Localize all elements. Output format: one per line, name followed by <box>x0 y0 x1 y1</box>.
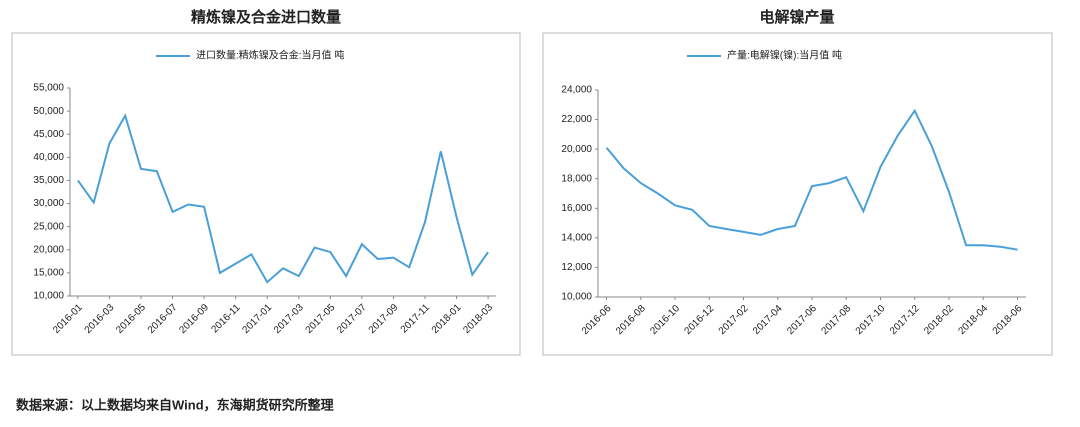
x-tick-label: 2017-06 <box>785 303 819 337</box>
x-tick-label: 2017-04 <box>751 303 785 337</box>
legend-label: 进口数量:精炼镍及合金:当月值 吨 <box>196 49 344 62</box>
x-tick-label: 2017-08 <box>819 303 853 337</box>
x-tick-label: 2017-12 <box>888 303 922 337</box>
y-tick-label: 35,000 <box>33 175 64 186</box>
x-tick-label: 2016-09 <box>177 302 211 336</box>
data-line <box>77 113 489 284</box>
y-tick-label: 20,000 <box>561 144 592 155</box>
x-tick-label: 2017-07 <box>335 302 369 336</box>
data-line <box>605 108 1018 251</box>
x-tick-label: 2017-01 <box>240 302 274 336</box>
x-tick-label: 2017-10 <box>854 303 888 337</box>
x-tick-label: 2016-12 <box>683 303 717 337</box>
y-tick-label: 40,000 <box>33 152 64 163</box>
y-tick-label: 24,000 <box>561 85 592 96</box>
y-tick-label: 45,000 <box>33 129 64 140</box>
y-tick-label: 25,000 <box>33 221 64 232</box>
x-tick-label: 2018-06 <box>991 303 1025 337</box>
chart-title: 精炼镍及合金进口数量 <box>191 8 341 26</box>
x-tick-label: 2018-04 <box>956 303 990 337</box>
y-tick-label: 50,000 <box>33 106 64 117</box>
x-tick-label: 2016-06 <box>580 303 614 337</box>
y-tick-label: 10,000 <box>561 292 592 303</box>
y-tick-label: 10,000 <box>33 291 64 302</box>
chart-title: 电解镍产量 <box>759 8 834 26</box>
y-tick-label: 55,000 <box>33 83 64 94</box>
y-tick-label: 30,000 <box>33 198 64 209</box>
x-tick-label: 2016-01 <box>51 302 85 336</box>
y-tick-label: 12,000 <box>561 262 592 273</box>
x-tick-label: 2018-01 <box>430 302 464 336</box>
x-tick-label: 2016-05 <box>114 302 148 336</box>
y-tick-label: 16,000 <box>561 203 592 214</box>
x-tick-label: 2017-02 <box>717 303 751 337</box>
x-tick-label: 2016-11 <box>209 302 243 336</box>
panel-frame <box>11 32 521 356</box>
x-tick-label: 2016-03 <box>83 302 117 336</box>
x-tick-label: 2017-09 <box>367 302 401 336</box>
x-tick-label: 2017-03 <box>272 302 306 336</box>
legend-label: 产量:电解镍(镍):当月值 吨 <box>727 49 842 62</box>
panel-frame <box>542 32 1053 356</box>
x-tick-label: 2016-07 <box>146 302 180 336</box>
x-tick-label: 2018-02 <box>922 303 956 337</box>
x-tick-label: 2016-10 <box>648 303 682 337</box>
x-tick-label: 2016-08 <box>614 303 648 337</box>
y-tick-label: 14,000 <box>561 232 592 243</box>
y-tick-label: 15,000 <box>33 268 64 279</box>
x-tick-label: 2017-05 <box>304 302 338 336</box>
y-tick-label: 18,000 <box>561 173 592 184</box>
y-tick-label: 20,000 <box>33 244 64 255</box>
y-tick-label: 22,000 <box>561 114 592 125</box>
x-tick-label: 2018-03 <box>461 302 495 336</box>
x-tick-label: 2017-11 <box>399 302 433 336</box>
footer-note: 数据来源：以上数据均来自Wind，东海期货研究所整理 <box>16 397 334 412</box>
